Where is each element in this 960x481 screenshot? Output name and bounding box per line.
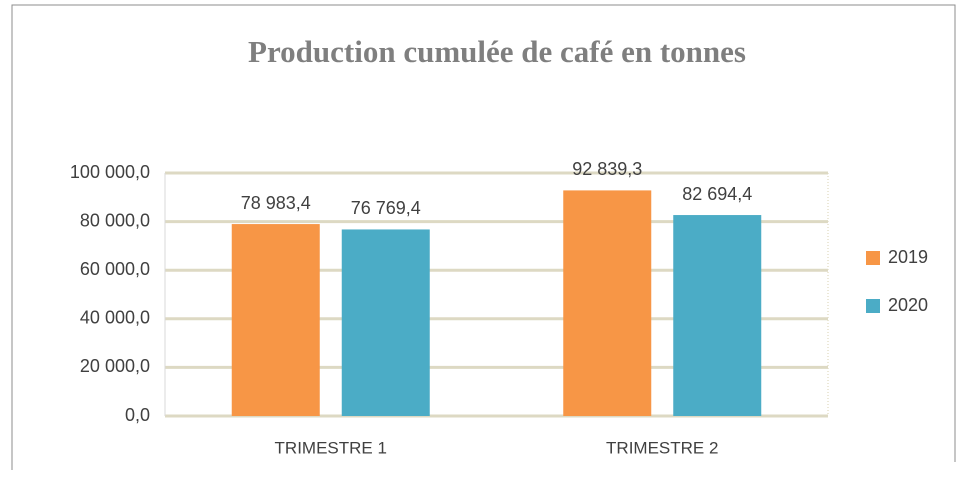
- y-tick-label: 100 000,0: [70, 162, 150, 182]
- y-tick-label: 60 000,0: [80, 259, 150, 279]
- chart-border: [11, 4, 956, 470]
- y-tick-label: 0,0: [125, 405, 150, 425]
- data-label: 92 839,3: [572, 159, 642, 179]
- legend-label: 2020: [888, 295, 928, 315]
- legend-label: 2019: [888, 247, 928, 267]
- x-tick-label: TRIMESTRE 1: [275, 438, 387, 457]
- y-tick-label: 80 000,0: [80, 210, 150, 230]
- legend-swatch: [866, 251, 880, 265]
- data-label: 78 983,4: [241, 193, 311, 213]
- chart-title: Production cumulée de café en tonnes: [248, 34, 746, 69]
- y-tick-label: 20 000,0: [80, 356, 150, 376]
- bar: [673, 215, 762, 416]
- legend-swatch: [866, 299, 880, 313]
- bar: [341, 229, 430, 416]
- y-tick-label: 40 000,0: [80, 308, 150, 328]
- bar: [563, 190, 652, 416]
- data-label: 82 694,4: [682, 184, 752, 204]
- bar: [231, 224, 320, 416]
- data-label: 76 769,4: [351, 198, 421, 218]
- x-tick-label: TRIMESTRE 2: [606, 438, 718, 457]
